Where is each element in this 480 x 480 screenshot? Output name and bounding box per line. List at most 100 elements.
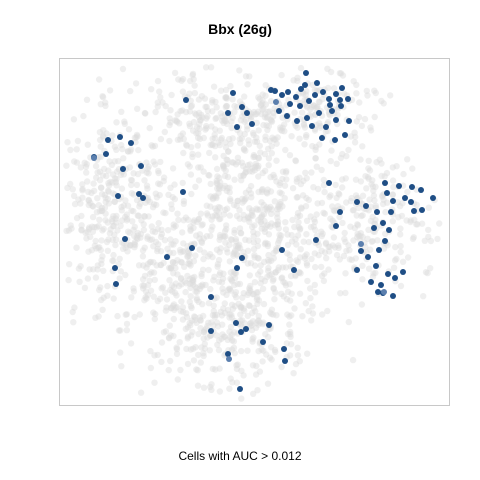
background-cell-point: [100, 267, 107, 274]
background-cell-point: [258, 110, 265, 118]
background-cell-point: [284, 250, 291, 257]
background-cell-point: [226, 314, 233, 321]
background-cell-point: [263, 122, 270, 129]
background-cell-point: [118, 207, 126, 214]
background-cell-point: [102, 99, 109, 106]
background-cell-point: [99, 172, 107, 179]
background-cell-point: [85, 201, 93, 209]
background-cell-point: [109, 236, 116, 243]
background-cell-point: [398, 212, 406, 220]
background-cell-point: [191, 317, 198, 324]
background-cell-point: [155, 241, 162, 248]
background-cell-point: [217, 110, 224, 117]
background-cell-point: [368, 181, 375, 188]
background-cell-point: [297, 246, 304, 253]
background-cell-point: [145, 170, 152, 177]
background-cell-point: [91, 223, 98, 231]
background-cell-point: [98, 260, 105, 268]
background-cell-point: [315, 251, 322, 259]
background-cell-point: [236, 225, 244, 232]
background-cell-point: [118, 217, 126, 224]
highlighted-cell-point: [112, 265, 118, 271]
background-cell-point: [193, 296, 201, 304]
background-cell-point: [189, 70, 197, 78]
background-cell-point: [216, 174, 223, 182]
background-cell-point: [311, 281, 318, 289]
highlighted-cell-point: [302, 82, 308, 88]
background-cell-point: [228, 124, 235, 132]
background-cell-point: [223, 187, 230, 195]
background-cell-point: [250, 228, 257, 236]
background-cell-point: [246, 285, 253, 292]
background-cell-point: [282, 282, 290, 289]
background-cell-point: [230, 344, 238, 351]
background-cell-point: [215, 337, 223, 344]
background-cell-point: [213, 246, 221, 253]
background-cell-point: [154, 247, 161, 255]
background-cell-point: [124, 248, 131, 255]
background-cell-point: [314, 103, 321, 111]
background-cell-point: [397, 231, 404, 238]
background-cell-point: [141, 109, 149, 117]
background-cell-point: [186, 319, 193, 327]
background-cell-point: [280, 278, 287, 286]
background-cell-point: [311, 250, 318, 257]
background-cell-point: [90, 203, 97, 210]
background-cell-point: [217, 245, 224, 252]
background-cell-point: [211, 131, 218, 138]
background-cell-point: [162, 102, 169, 110]
background-cell-point: [93, 245, 100, 252]
background-cell-point: [278, 127, 286, 134]
background-cell-point: [286, 281, 293, 288]
background-cell-point: [187, 284, 194, 291]
background-cell-point: [397, 282, 405, 290]
background-cell-point: [172, 238, 179, 245]
background-cell-point: [172, 222, 179, 230]
background-cell-point: [267, 116, 274, 124]
background-cell-point: [142, 199, 149, 206]
background-cell-point: [195, 177, 203, 184]
background-cell-point: [195, 164, 202, 171]
background-cell-point: [310, 184, 317, 191]
background-cell-point: [209, 141, 216, 149]
background-cell-point: [144, 165, 151, 172]
background-cell-point: [232, 235, 239, 243]
background-cell-point: [284, 330, 292, 338]
background-cell-point: [322, 128, 329, 135]
background-cell-point: [241, 320, 248, 327]
background-cell-point: [90, 266, 97, 273]
background-cell-point: [144, 233, 151, 240]
background-cell-point: [146, 277, 153, 284]
background-cell-point: [283, 176, 290, 183]
background-cell-point: [327, 215, 334, 222]
background-cell-point: [188, 190, 195, 198]
background-cell-point: [255, 173, 262, 180]
background-cell-point: [352, 176, 360, 183]
background-cell-point: [265, 123, 272, 130]
background-cell-point: [186, 249, 193, 257]
background-cell-point: [220, 163, 227, 170]
background-cell-point: [255, 347, 262, 355]
background-cell-point: [271, 222, 279, 229]
background-cell-point: [162, 289, 169, 296]
background-cell-point: [367, 124, 374, 131]
background-cell-point: [144, 197, 151, 204]
background-cell-point: [211, 142, 219, 150]
auc-threshold-caption: Cells with AUC > 0.012: [178, 449, 302, 463]
background-cell-point: [229, 96, 236, 103]
background-cell-point: [67, 180, 74, 188]
background-cell-point: [90, 187, 98, 194]
background-cell-point: [139, 167, 146, 174]
background-cell-point: [150, 201, 158, 208]
background-cell-point: [140, 221, 147, 228]
background-cell-point: [115, 157, 122, 165]
background-cell-point: [318, 232, 325, 240]
background-cell-point: [308, 317, 315, 324]
background-cell-point: [353, 81, 360, 89]
background-cell-point: [287, 341, 295, 348]
background-cell-point: [281, 195, 288, 202]
background-cell-point: [301, 255, 309, 262]
background-cell-point: [218, 312, 226, 319]
background-cell-point: [167, 236, 174, 243]
background-cell-point: [190, 118, 198, 126]
